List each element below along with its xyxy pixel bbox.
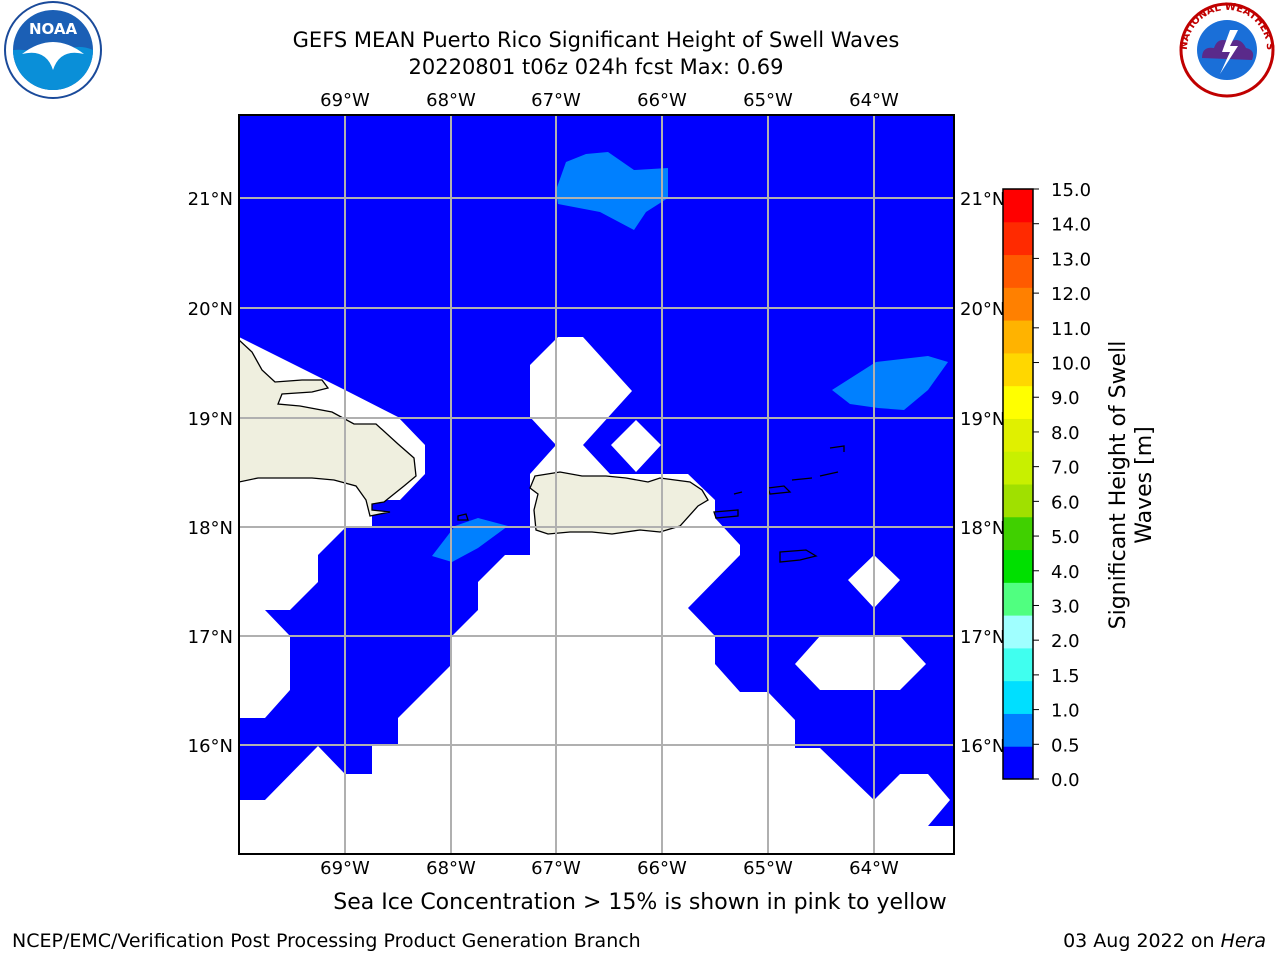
- colorbar-tick-label: 4.0: [1051, 562, 1080, 583]
- colorbar-segment: [1003, 254, 1033, 288]
- lon-label-bottom: 64°W: [849, 858, 899, 879]
- lat-label-left: 17°N: [188, 627, 233, 648]
- swell-region-mid-east: [832, 356, 948, 410]
- lon-label-bottom: 65°W: [743, 858, 793, 879]
- sea-ice-note: Sea Ice Concentration > 15% is shown in …: [333, 890, 947, 915]
- lat-label-right: 16°N: [960, 736, 1005, 757]
- lat-label-left: 19°N: [188, 409, 233, 430]
- colorbar-segment: [1003, 287, 1033, 321]
- lat-label-left: 21°N: [188, 189, 233, 210]
- colorbar-tick-label: 7.0: [1051, 458, 1080, 479]
- lat-label-right: 17°N: [960, 627, 1005, 648]
- colorbar-segment: [1003, 451, 1033, 485]
- lat-label-left: 20°N: [188, 299, 233, 320]
- chart-title: GEFS MEAN Puerto Rico Significant Height…: [292, 28, 900, 52]
- colorbar-tick-label: 5.0: [1051, 527, 1080, 548]
- lat-label-left: 16°N: [188, 736, 233, 757]
- colorbar-segment: [1003, 418, 1033, 452]
- colorbar-tick-label: 10.0: [1051, 354, 1091, 375]
- lon-label-top: 67°W: [531, 90, 581, 111]
- colorbar-label-line2: Waves [m]: [1132, 426, 1157, 543]
- colorbar-segment: [1003, 221, 1033, 256]
- colorbar-tick-label: 15.0: [1051, 180, 1091, 201]
- noaa-logo: NOAA: [4, 1, 102, 99]
- colorbar: [1002, 188, 1034, 780]
- map-frame: [238, 114, 955, 855]
- colorbar-tick-label: 0.5: [1051, 735, 1080, 756]
- colorbar-segment: [1003, 680, 1033, 714]
- colorbar-tick-label: 8.0: [1051, 423, 1080, 444]
- colorbar-segment: [1003, 189, 1033, 223]
- colorbar-ticks: 0.0 0.5 1.0 1.5 2.0 3.0 4.0 5.0 6.0 7.0 8.0 9.0 10.0…: [1033, 180, 1091, 791]
- swell-region-low: [239, 115, 954, 826]
- footer-credit: NCEP/EMC/Verification Post Processing Pr…: [12, 930, 641, 952]
- colorbar-segment: [1003, 713, 1033, 747]
- colorbar-tick-label: 12.0: [1051, 284, 1091, 305]
- colorbar-tick-label: 3.0: [1051, 596, 1080, 617]
- graticule: [239, 115, 954, 854]
- lon-label-bottom: 69°W: [320, 858, 370, 879]
- colorbar-segment: [1003, 746, 1033, 780]
- lon-label-top: 66°W: [637, 90, 687, 111]
- colorbar-segment: [1003, 549, 1033, 583]
- colorbar-tick-label: 1.5: [1051, 666, 1080, 687]
- colorbar-tick-label: 0.0: [1051, 770, 1080, 791]
- lat-label-right: 20°N: [960, 299, 1005, 320]
- colorbar-segment: [1003, 516, 1033, 551]
- swell-region-mid-north: [556, 152, 668, 230]
- colorbar-tick-label: 9.0: [1051, 388, 1080, 409]
- lon-label-bottom: 67°W: [531, 858, 581, 879]
- footer-date-text: 03 Aug 2022 on: [1063, 930, 1221, 952]
- lon-label-top: 64°W: [849, 90, 899, 111]
- colorbar-frame: [1002, 188, 1034, 780]
- chart-subtitle: 20220801 t06z 024h fcst Max: 0.69: [408, 55, 784, 79]
- colorbar-tick-label: 1.0: [1051, 701, 1080, 722]
- lat-label-right: 21°N: [960, 189, 1005, 210]
- nws-logo: NATIONAL WEATHER SERVICE: [1172, 0, 1275, 98]
- colorbar-segment: [1003, 615, 1033, 649]
- lat-label-left: 18°N: [188, 518, 233, 539]
- land-hispaniola: [239, 339, 417, 517]
- colorbar-segment: [1003, 352, 1033, 387]
- colorbar-tick-label: 14.0: [1051, 215, 1091, 236]
- colorbar-segment: [1003, 647, 1033, 682]
- footer-machine: Hera: [1220, 930, 1266, 952]
- lat-label-right: 19°N: [960, 409, 1005, 430]
- colorbar-segment: [1003, 582, 1033, 616]
- colorbar-segment: [1003, 484, 1033, 518]
- lon-label-top: 69°W: [320, 90, 370, 111]
- colorbar-tick-label: 2.0: [1051, 631, 1080, 652]
- land-virgin-islands: [713, 445, 845, 563]
- lon-label-bottom: 66°W: [637, 858, 687, 879]
- colorbar-tick-label: 13.0: [1051, 249, 1091, 270]
- footer-date: 03 Aug 2022 on Hera: [1063, 930, 1266, 952]
- lon-label-bottom: 68°W: [426, 858, 476, 879]
- lon-label-top: 68°W: [426, 90, 476, 111]
- lat-label-right: 18°N: [960, 518, 1005, 539]
- noaa-logo-text: NOAA: [29, 20, 78, 38]
- land-mona-island: [457, 513, 469, 521]
- colorbar-tick-label: 11.0: [1051, 319, 1091, 340]
- lon-label-top: 65°W: [743, 90, 793, 111]
- colorbar-tick-label: 6.0: [1051, 492, 1080, 513]
- colorbar-label-line1: Significant Height of Swell: [1106, 341, 1131, 630]
- colorbar-segment: [1003, 320, 1033, 354]
- colorbar-segment: [1003, 385, 1033, 419]
